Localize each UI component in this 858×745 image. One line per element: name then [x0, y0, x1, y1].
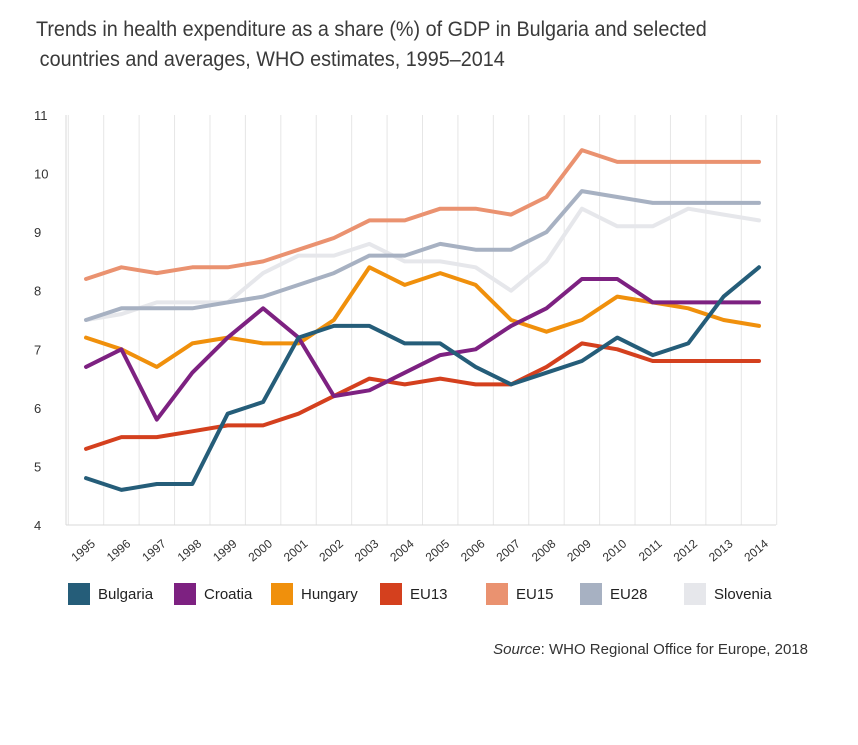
x-tick-label: 1996 [104, 536, 134, 564]
x-tick-label: 2005 [423, 536, 453, 564]
x-tick-label: 2013 [706, 536, 736, 564]
series-line-hungary [84, 265, 761, 369]
series-lines [84, 148, 761, 492]
chart-title-line-2: countries and averages, WHO estimates, 1… [39, 47, 505, 71]
y-tick-label: 11 [34, 108, 48, 123]
grid-lines [67, 115, 778, 525]
y-tick-label: 8 [34, 284, 41, 299]
legend-swatch [580, 583, 602, 605]
y-tick-label: 7 [34, 342, 41, 357]
series-line-eu13 [84, 341, 761, 451]
chart-title-line-1: Trends in health expenditure as a share … [36, 17, 707, 41]
series-line-bulgaria [84, 265, 761, 492]
x-tick-label: 1998 [175, 536, 205, 564]
legend-label: Slovenia [714, 585, 772, 603]
source-note: Source: WHO Regional Office for Europe, … [493, 641, 808, 658]
x-tick-label: 2004 [387, 536, 417, 564]
series-line-croatia [84, 277, 761, 422]
legend-swatch [68, 583, 90, 605]
legend-swatch [380, 583, 402, 605]
y-tick-label: 4 [34, 518, 41, 533]
legend-label: Hungary [301, 585, 358, 603]
x-tick-label: 1995 [68, 536, 98, 564]
legend-swatch [486, 583, 508, 605]
x-tick-label: 2001 [281, 536, 311, 564]
legend-swatch [174, 583, 196, 605]
x-tick-label: 2009 [564, 536, 594, 564]
legend-label: EU28 [610, 585, 648, 603]
x-tick-label: 2014 [741, 536, 771, 564]
source-label: Source [493, 641, 541, 658]
legend-item-hungary: Hungary [271, 583, 358, 605]
y-tick-label: 10 [34, 167, 48, 182]
y-tick-label: 6 [34, 401, 41, 416]
source-text: : WHO Regional Office for Europe, 2018 [540, 641, 808, 658]
x-tick-label: 2008 [529, 536, 559, 564]
legend-swatch [684, 583, 706, 605]
x-axis: 1995 1996 1997 1998 1999 2000 2001 2002 2003 2004… [66, 524, 776, 564]
chart-title: Trends in health expenditure as a share … [36, 14, 772, 74]
legend: Bulgaria Croatia Hungary EU13 EU15 EU28 Sloven… [68, 583, 828, 605]
y-axis: 4 5 6 7 8 9 10 11 [34, 108, 67, 533]
x-tick-label: 1997 [139, 536, 169, 564]
legend-item-slovenia: Slovenia [684, 583, 772, 605]
legend-label: EU13 [410, 585, 448, 603]
y-tick-label: 9 [34, 225, 41, 240]
series-line-slovenia [84, 206, 761, 322]
legend-swatch [271, 583, 293, 605]
x-tick-label: 2000 [246, 536, 276, 564]
x-tick-label: 2006 [458, 536, 488, 564]
series-line-eu15 [84, 148, 761, 281]
x-tick-label: 2011 [636, 536, 665, 564]
series-line-eu28 [84, 189, 761, 322]
x-tick-label: 2012 [671, 536, 701, 564]
legend-item-bulgaria: Bulgaria [68, 583, 153, 605]
legend-item-eu13: EU13 [380, 583, 448, 605]
x-tick-label: 2003 [352, 536, 382, 564]
x-tick-label: 2002 [316, 536, 346, 564]
x-tick-label: 1999 [210, 536, 240, 564]
legend-item-croatia: Croatia [174, 583, 252, 605]
y-tick-label: 5 [34, 459, 41, 474]
x-tick-label: 2010 [600, 536, 630, 564]
legend-item-eu15: EU15 [486, 583, 554, 605]
legend-label: Bulgaria [98, 585, 154, 603]
legend-label: EU15 [516, 585, 554, 603]
x-tick-label: 2007 [494, 536, 524, 564]
legend-label: Croatia [204, 585, 253, 603]
legend-item-eu28: EU28 [580, 583, 648, 605]
